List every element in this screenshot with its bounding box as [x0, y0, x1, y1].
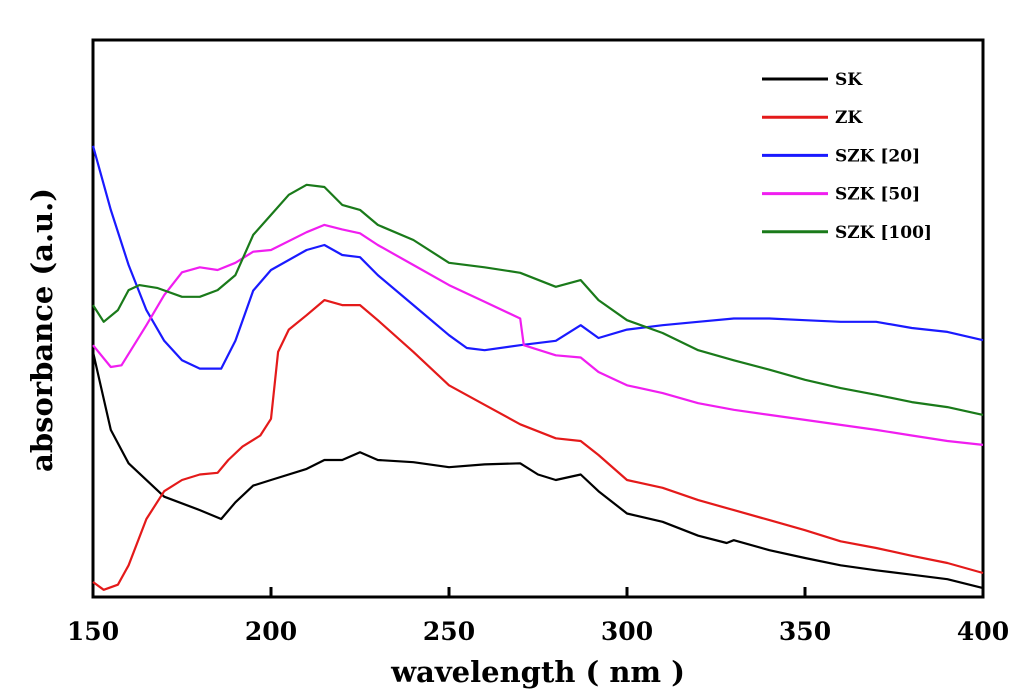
legend-item: SZK [20] — [762, 146, 920, 166]
x-tick-label: 350 — [779, 617, 831, 646]
x-tick-label: 200 — [245, 617, 297, 646]
x-axis-label: wavelength ( nm ) — [390, 655, 685, 689]
y-axis-label: absorbance (a.u.) — [25, 188, 59, 472]
series-line-szk-50 — [92, 223, 984, 446]
legend: SK ZK SZK [20] SZK [50] SZK [100] — [762, 70, 932, 243]
x-tick-label: 150 — [67, 617, 119, 646]
series-layer — [91, 145, 984, 591]
legend-label: ZK — [835, 108, 863, 128]
legend-item: SZK [50] — [762, 185, 920, 205]
series-line-szk-100 — [92, 183, 984, 416]
legend-item: SK — [762, 70, 863, 90]
series-line-szk-20 — [91, 145, 984, 370]
x-axis-ticks: 150 200 250 300 350 400 — [67, 587, 1009, 646]
legend-label: SZK [100] — [835, 223, 932, 243]
legend-item: ZK — [762, 108, 863, 128]
x-tick-label: 250 — [423, 617, 475, 646]
series-line-zk — [92, 299, 984, 591]
legend-label: SK — [835, 70, 863, 90]
legend-label: SZK [20] — [835, 146, 920, 166]
x-tick-label: 400 — [957, 617, 1009, 646]
plot-frame — [91, 38, 985, 599]
series-line-sk — [91, 351, 984, 590]
x-tick-label: 300 — [601, 617, 653, 646]
legend-label: SZK [50] — [835, 185, 920, 205]
legend-item: SZK [100] — [762, 223, 932, 243]
